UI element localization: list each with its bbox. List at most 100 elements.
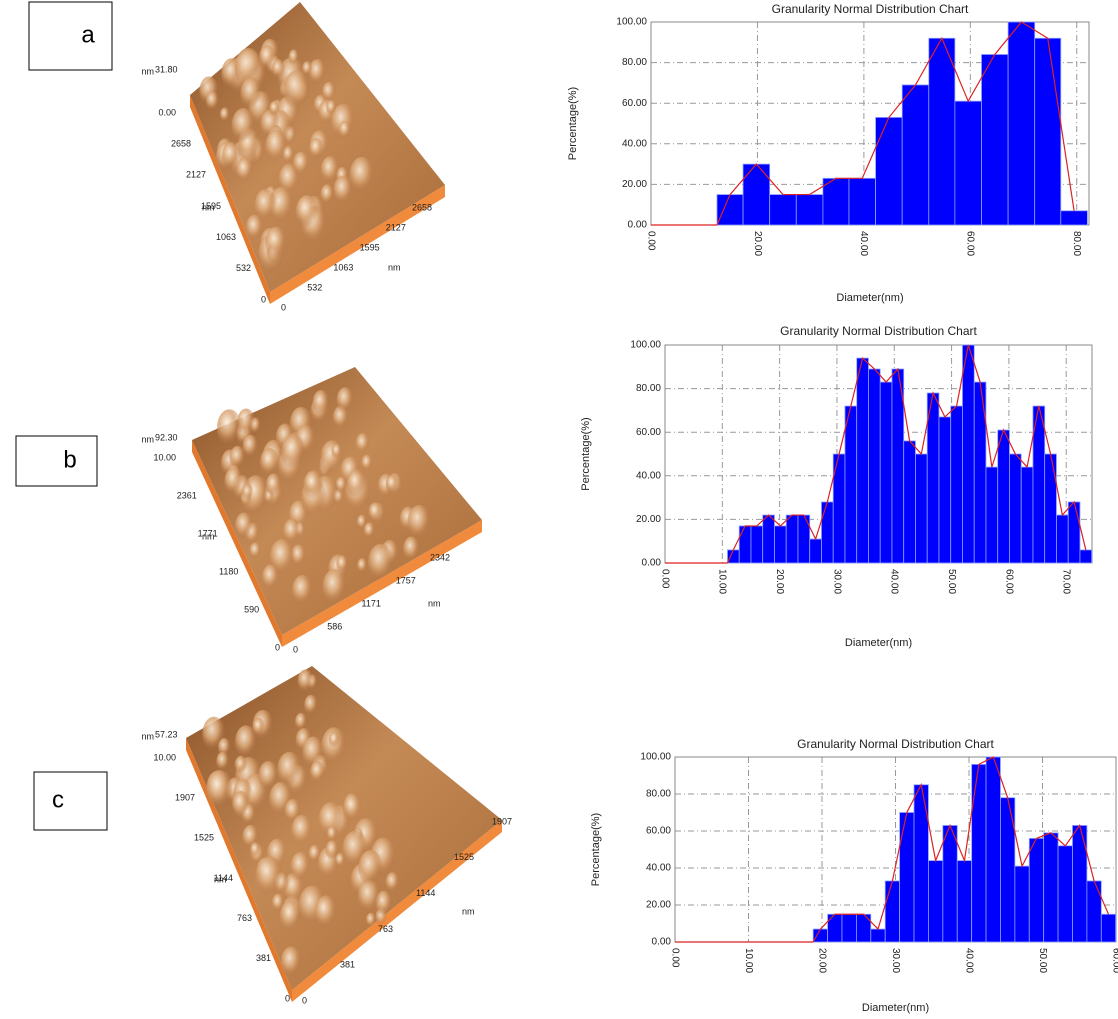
bar (972, 764, 986, 942)
x-tick-label: 30.00 (831, 569, 842, 594)
panel-label: c (52, 786, 64, 813)
bar (1080, 550, 1092, 563)
bar (928, 861, 942, 942)
afm-x-label: 2342 (430, 552, 450, 562)
bar (763, 515, 775, 563)
afm-grain (235, 512, 253, 539)
afm-z-max: 31.80 (155, 64, 178, 74)
y-tick-label: 0.00 (642, 558, 662, 569)
x-axis-label: Diameter(nm) (845, 637, 912, 649)
y-tick-label: 60.00 (636, 427, 661, 438)
afm-grain (386, 475, 399, 494)
panel-box (16, 436, 97, 486)
afm-grain (232, 108, 256, 144)
afm-grain (332, 444, 343, 460)
y-tick-label: 100.00 (630, 340, 661, 351)
bar (1101, 914, 1115, 942)
afm-grain (368, 544, 394, 583)
afm-grain (308, 845, 321, 864)
afm-z-max: 92.30 (155, 432, 178, 442)
x-tick-label: 20.00 (752, 231, 763, 256)
afm-x-unit: nm (388, 262, 401, 272)
afm-grain (255, 856, 283, 897)
y-tick-label: 40.00 (622, 138, 647, 149)
y-tick-label: 80.00 (636, 383, 661, 394)
afm-grain (337, 387, 354, 413)
bar (1008, 22, 1035, 225)
bar (828, 914, 842, 942)
bar (929, 38, 955, 225)
afm-x-label: 0 (281, 302, 286, 312)
x-tick-label: 40.00 (858, 231, 869, 256)
afm-y-label: 0 (261, 294, 266, 304)
afm-z-unit: nm (141, 434, 154, 444)
afm-x-label: 0 (293, 644, 298, 654)
afm-grain (280, 900, 302, 933)
bar (885, 881, 899, 942)
afm-x-label: 532 (307, 282, 322, 292)
afm-grain (289, 49, 300, 65)
afm-grain (269, 101, 279, 117)
afm-y-label: 1907 (175, 793, 195, 803)
afm-y-label: 2658 (171, 139, 191, 149)
bar (880, 382, 892, 563)
bar (770, 195, 797, 225)
afm-grain (272, 59, 286, 79)
afm-grain (408, 505, 432, 540)
afm-grain (343, 794, 362, 823)
afm-x-label: 0 (302, 995, 307, 1005)
afm-y-label: 0 (275, 642, 280, 652)
afm-x-label: 2658 (412, 202, 432, 212)
afm-grain (386, 872, 400, 893)
afm-grain (222, 142, 240, 170)
afm-x-unit: nm (428, 598, 441, 608)
bar (1009, 454, 1021, 563)
afm-grain (249, 542, 261, 560)
panel-box (29, 2, 112, 70)
afm-grain (291, 815, 313, 848)
bar (957, 861, 971, 942)
afm-grain (304, 695, 318, 716)
afm-grain (240, 77, 262, 110)
afm-grain (292, 575, 313, 607)
bar (727, 550, 739, 563)
y-tick-label: 0.00 (628, 220, 648, 231)
bar (842, 914, 856, 942)
afm-grain (339, 121, 352, 140)
y-tick-label: 20.00 (646, 900, 671, 911)
bar (876, 117, 903, 225)
afm-x-label: 763 (378, 924, 393, 934)
bar (1045, 454, 1057, 563)
bar (821, 502, 833, 563)
bar (1061, 211, 1088, 225)
afm-grain (357, 558, 367, 574)
afm-y-unit: nm (214, 874, 227, 884)
bar (1021, 467, 1033, 563)
afm-grain (260, 448, 279, 477)
afm-grain (290, 852, 310, 883)
afm-y-label: 1180 (219, 566, 238, 576)
afm-grain (295, 713, 307, 731)
afm-grain (293, 152, 310, 178)
y-tick-label: 0.00 (652, 937, 672, 948)
bar (892, 369, 904, 563)
bar (986, 757, 1000, 942)
afm-grain (258, 761, 279, 792)
afm-grain (336, 555, 348, 573)
afm-grain (347, 469, 366, 498)
bar (810, 539, 822, 563)
bar (857, 358, 869, 563)
afm-x-unit: nm (462, 906, 475, 916)
x-axis-label: Diameter(nm) (836, 292, 903, 304)
afm-grain (298, 669, 314, 693)
bar (717, 195, 743, 225)
y-tick-label: 40.00 (646, 863, 671, 874)
bar (902, 85, 929, 225)
afm-grain (326, 100, 337, 116)
panel-label: b (63, 446, 76, 473)
bar (856, 914, 870, 942)
bar (796, 195, 823, 225)
afm-z-max: 57.23 (155, 729, 178, 739)
bar (1068, 502, 1080, 563)
afm-grain (403, 536, 420, 561)
